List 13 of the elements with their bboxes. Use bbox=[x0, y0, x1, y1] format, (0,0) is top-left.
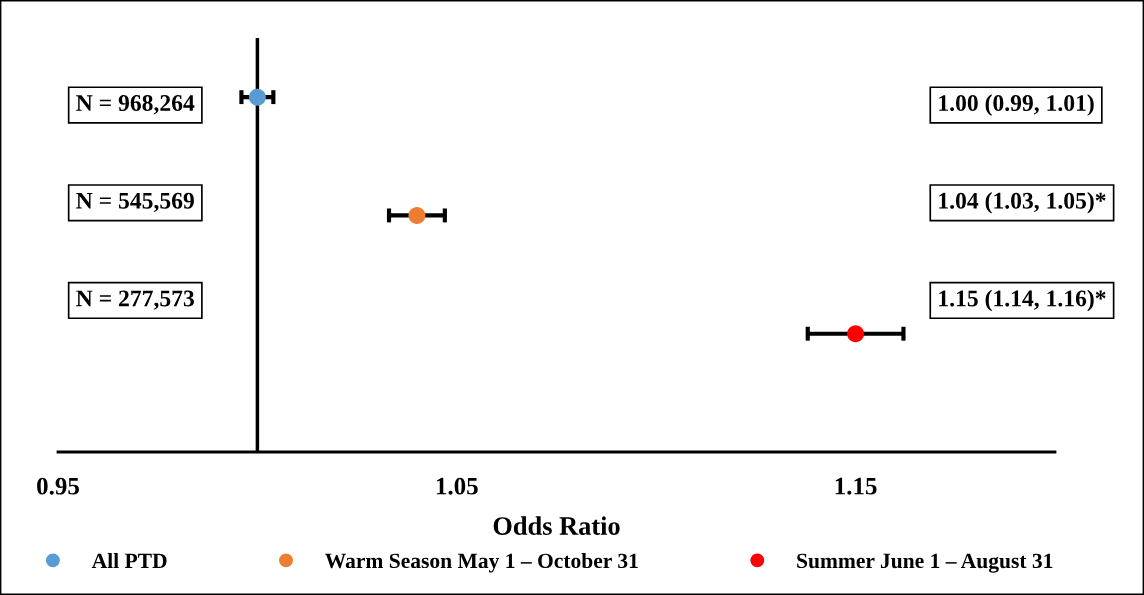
annotation: 1.15 (1.14, 1.16)* bbox=[939, 289, 1106, 312]
legend-label: Summer June 1 – August 31 bbox=[797, 553, 1053, 573]
legend-label: Warm Season May 1 – October 31 bbox=[325, 552, 638, 573]
x-axis-title: Odds Ratio bbox=[493, 516, 620, 535]
annotation: N = 545,569 bbox=[76, 192, 194, 213]
x-tick-label: 1.15 bbox=[835, 477, 877, 495]
annotation: N = 277,573 bbox=[76, 290, 194, 310]
annotation: N = 968,264 bbox=[76, 95, 195, 115]
legend-label: All PTD bbox=[91, 552, 167, 568]
x-tick-label: 0.95 bbox=[37, 477, 79, 495]
annotation: 1.00 (0.99, 1.01) bbox=[939, 94, 1094, 116]
x-tick-label: 1.05 bbox=[436, 477, 478, 495]
annotation: 1.04 (1.03, 1.05)* bbox=[939, 192, 1106, 214]
